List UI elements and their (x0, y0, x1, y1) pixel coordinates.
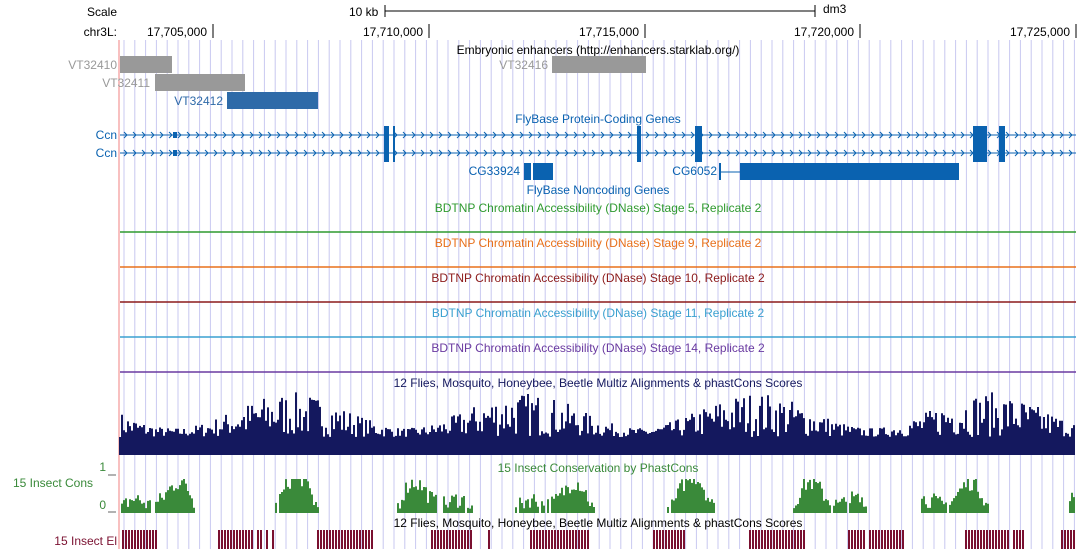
gene-exon (695, 144, 702, 162)
enhancer-feature[interactable] (552, 56, 646, 73)
noncoding-gene-label[interactable]: CG6052 (672, 164, 717, 178)
gene-exon (173, 150, 177, 156)
gene-exon (637, 126, 641, 144)
gene-exon (173, 132, 177, 138)
gene-exon (695, 126, 702, 144)
chrom-label: chr3L: (83, 25, 117, 39)
position-label: 17,715,000 (578, 25, 640, 39)
track-title-genes[interactable]: FlyBase Protein-Coding Genes (515, 112, 681, 126)
noncoding-exon-gap (531, 163, 533, 180)
gene-exon (384, 126, 389, 144)
track-title-dnase-stage5[interactable]: BDTNP Chromatin Accessibility (DNase) St… (434, 201, 762, 215)
position-label: 17,720,000 (793, 25, 855, 39)
gene-exon (393, 126, 395, 144)
enhancer-label[interactable]: VT32416 (499, 58, 548, 72)
track-title-noncoding[interactable]: FlyBase Noncoding Genes (526, 183, 670, 197)
noncoding-gene-label[interactable]: CG33924 (468, 164, 520, 178)
multiz-signal (119, 392, 1075, 455)
noncoding-exon (740, 163, 959, 180)
position-label: 17,705,000 (146, 25, 208, 39)
track-title-dnase-stage14[interactable]: BDTNP Chromatin Accessibility (DNase) St… (431, 341, 765, 355)
enhancer-feature[interactable] (120, 56, 172, 73)
axis-max-label: 1 (99, 460, 106, 474)
gene-exon (637, 144, 641, 162)
enhancer-feature[interactable] (155, 74, 245, 91)
track-title-insect-cons[interactable]: 15 Insect Conservation by PhastCons (497, 461, 699, 475)
scale-label: Scale (86, 5, 117, 19)
gene-exon (393, 144, 395, 162)
scale-value: 10 kb (349, 5, 379, 19)
enhancer-label[interactable]: VT32411 (102, 76, 150, 90)
gene-exon (973, 126, 987, 144)
position-label: 17,710,000 (362, 25, 424, 39)
position-label: 17,725,000 (1009, 25, 1071, 39)
gene-exon (999, 126, 1005, 144)
gene-exon (973, 144, 987, 162)
insect-el-label[interactable]: 15 Insect El (54, 534, 117, 548)
track-title-dnase-stage9[interactable]: BDTNP Chromatin Accessibility (DNase) St… (434, 236, 762, 250)
gene-label[interactable]: Ccn (95, 128, 117, 142)
gene-exon (384, 144, 389, 162)
track-title-dnase-stage11[interactable]: BDTNP Chromatin Accessibility (DNase) St… (431, 306, 765, 320)
enhancer-label[interactable]: VT32410 (68, 58, 117, 72)
track-title-insect-el[interactable]: 12 Flies, Mosquito, Honeybee, Beetle Mul… (393, 516, 803, 530)
gene-exon (999, 144, 1005, 162)
gene-label[interactable]: Ccn (95, 146, 117, 160)
assembly-label: dm3 (823, 2, 847, 16)
track-title-dnase-stage10[interactable]: BDTNP Chromatin Accessibility (DNase) St… (431, 271, 765, 285)
track-title-enhancers[interactable]: Embryonic enhancers (http://enhancers.st… (456, 43, 740, 57)
insect-el-elements (122, 530, 1075, 549)
noncoding-exon (719, 163, 721, 180)
enhancer-feature[interactable] (227, 92, 318, 109)
enhancer-label[interactable]: VT32412 (174, 94, 223, 108)
track-title-multiz[interactable]: 12 Flies, Mosquito, Honeybee, Beetle Mul… (393, 376, 803, 390)
insect-cons-signal (121, 479, 1075, 513)
insect-cons-label[interactable]: 15 Insect Cons (12, 476, 93, 490)
axis-min-label: 0 (99, 498, 106, 512)
